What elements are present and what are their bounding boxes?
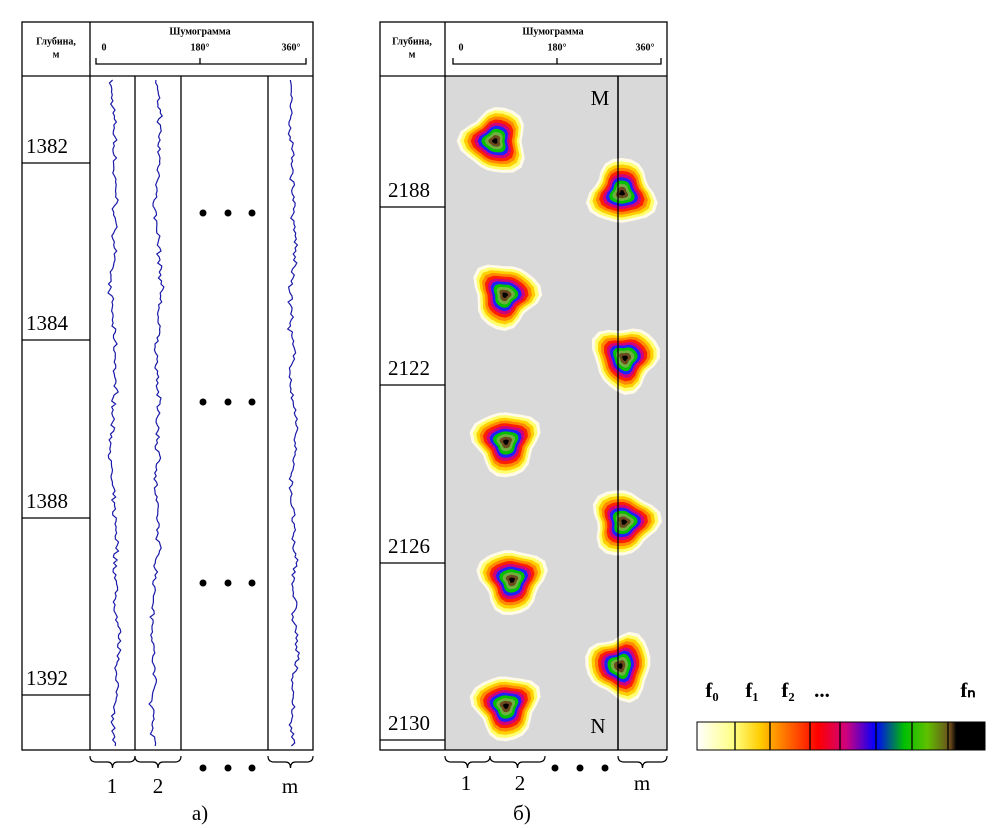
header-depth: Глубина, xyxy=(36,36,76,47)
track-label: m xyxy=(282,774,298,798)
noise-trace xyxy=(148,79,165,747)
noise-spot xyxy=(509,577,515,583)
ellipsis-dot xyxy=(199,579,207,587)
panel-a: Глубина, м Шумограмма 0 180° 360° а) xyxy=(21,21,314,825)
track-label: m xyxy=(634,771,650,795)
panel-frame xyxy=(379,21,668,751)
scale-label: 0 xyxy=(459,42,464,53)
ellipsis-dot xyxy=(248,209,256,217)
brace xyxy=(617,755,668,769)
ellipsis-dot xyxy=(224,764,232,772)
legend-label: f₁ xyxy=(745,678,758,702)
scale-label: 180° xyxy=(191,42,210,53)
brace xyxy=(489,755,546,769)
legend-label: ... xyxy=(814,678,830,702)
depth-label: 2130 xyxy=(388,711,430,735)
track-label: 1 xyxy=(107,774,118,798)
scale-label: 0 xyxy=(102,42,107,53)
noise-spot xyxy=(622,355,628,362)
brace xyxy=(267,755,314,769)
depth-label: 1392 xyxy=(26,666,68,690)
legend-color-bar xyxy=(696,721,986,751)
marker-label: M xyxy=(591,86,610,110)
caption: а) xyxy=(192,801,208,825)
panel-frame xyxy=(21,21,314,751)
ellipsis-dot xyxy=(248,398,256,406)
depth-label: 1388 xyxy=(26,489,68,513)
ellipsis-dot xyxy=(576,764,584,772)
ellipsis-dot xyxy=(248,579,256,587)
caption: б) xyxy=(513,801,531,825)
depth-label: 1382 xyxy=(26,134,68,158)
ellipsis-dot xyxy=(601,764,609,772)
header-title: Шумограмма xyxy=(169,26,230,37)
noise-trace xyxy=(107,79,122,747)
noise-spot xyxy=(621,519,628,525)
header-depth-unit: м xyxy=(53,49,60,60)
noise-spot xyxy=(502,292,509,298)
ellipsis-dot xyxy=(224,209,232,217)
scale-label: 360° xyxy=(636,42,655,53)
track-label: 1 xyxy=(461,771,472,795)
brace xyxy=(134,755,182,769)
brace xyxy=(89,755,136,769)
depth-label: 2122 xyxy=(388,356,430,380)
header-depth: Глубина, xyxy=(392,36,432,47)
noise-spot xyxy=(503,439,509,445)
marker-label: N xyxy=(590,714,605,738)
scale-label: 180° xyxy=(548,42,567,53)
brace xyxy=(444,755,491,769)
track-label: 2 xyxy=(515,771,526,795)
legend-label: fₙ xyxy=(960,678,975,702)
header-depth-unit: м xyxy=(409,49,416,60)
header-title: Шумограмма xyxy=(522,26,583,37)
track-label: 2 xyxy=(153,774,164,798)
noise-spot xyxy=(619,190,625,196)
depth-label: 1384 xyxy=(26,311,69,335)
scale-bracket xyxy=(452,58,662,65)
noise-spot xyxy=(491,138,498,144)
ellipsis-dot xyxy=(199,398,207,406)
scale-bracket xyxy=(95,58,307,65)
noise-trace xyxy=(286,79,301,747)
scale-label: 360° xyxy=(282,42,301,53)
ellipsis-dot xyxy=(224,398,232,406)
ellipsis-dot xyxy=(224,579,232,587)
ellipsis-dot xyxy=(551,764,559,772)
noise-spot xyxy=(503,703,509,709)
depth-label: 2126 xyxy=(388,534,430,558)
ellipsis-dot xyxy=(248,764,256,772)
ellipsis-dot xyxy=(199,764,207,772)
depth-label: 2188 xyxy=(388,178,430,202)
ellipsis-dot xyxy=(199,209,207,217)
legend-label: f₀ xyxy=(705,678,718,702)
legend-label: f₂ xyxy=(781,678,794,702)
legend xyxy=(696,721,986,751)
